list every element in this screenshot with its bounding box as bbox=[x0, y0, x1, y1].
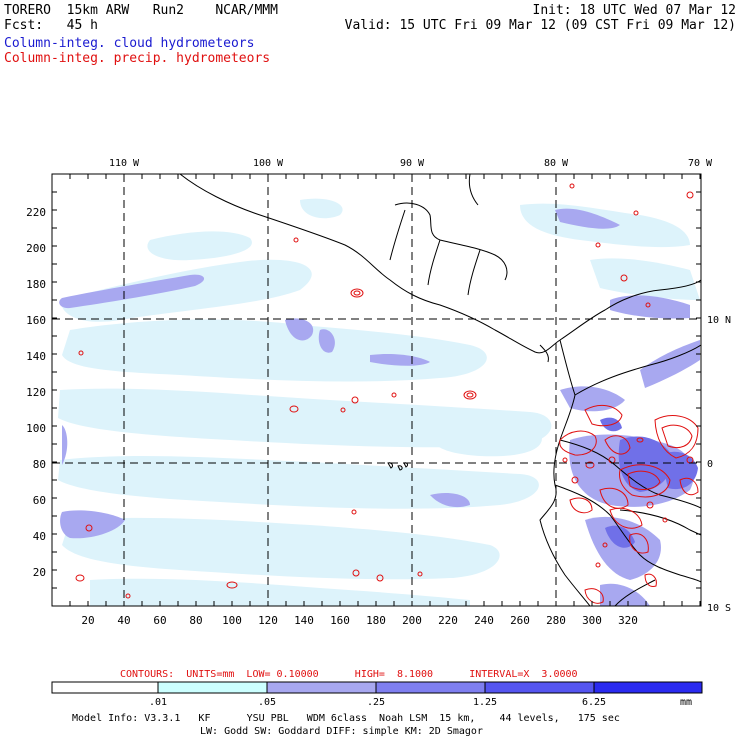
grid-x-label: 60 bbox=[153, 614, 166, 627]
grid-x-label: 280 bbox=[546, 614, 566, 627]
lat-label-0: 0 bbox=[707, 459, 713, 470]
cloud-field-medium bbox=[59, 208, 700, 606]
grid-x-labels: 20 40 60 80 100 120 140 160 180 200 220 … bbox=[81, 614, 638, 627]
grid-y-label: 180 bbox=[26, 278, 46, 291]
grid-x-label: 200 bbox=[402, 614, 422, 627]
colorbar-unit: mm bbox=[680, 697, 692, 708]
lon-label-100w: 100 W bbox=[253, 158, 284, 169]
grid-y-label: 200 bbox=[26, 242, 46, 255]
model-info-line2: LW: Godd SW: Goddard DIFF: simple KM: 2D… bbox=[200, 726, 483, 737]
coastlines bbox=[179, 174, 701, 606]
lon-label-90w: 90 W bbox=[400, 158, 425, 169]
lon-label-70w: 70 W bbox=[688, 158, 713, 169]
map-plot-area bbox=[52, 174, 701, 606]
colorbar: .01 .05 .25 1.25 6.25 mm bbox=[51, 681, 703, 708]
colorbar-tick-label: 6.25 bbox=[582, 697, 606, 708]
field-precip-label: Column-integ. precip. hydrometeors bbox=[4, 51, 271, 66]
colorbar-tick-label: .05 bbox=[258, 697, 276, 708]
lon-label-110w: 110 W bbox=[109, 158, 140, 169]
grid-x-label: 260 bbox=[510, 614, 530, 627]
lat-label-10s: 10 S bbox=[707, 603, 731, 614]
grid-y-label: 160 bbox=[26, 314, 46, 327]
grid-x-label: 40 bbox=[117, 614, 130, 627]
model-info-line1: Model Info: V3.3.1 KF YSU PBL WDM 6class… bbox=[72, 713, 620, 724]
lat-label-10n: 10 N bbox=[707, 315, 731, 326]
axis-ticks bbox=[51, 173, 701, 607]
colorbar-tick-label: 1.25 bbox=[473, 697, 497, 708]
colorbar-bin-1 bbox=[158, 682, 267, 693]
grid-x-label: 20 bbox=[81, 614, 94, 627]
lat-labels: 10 N 0 10 S bbox=[707, 315, 731, 614]
colorbar-bin-4 bbox=[485, 682, 594, 693]
colorbar-bin-2 bbox=[267, 682, 376, 693]
grid-y-label: 120 bbox=[26, 386, 46, 399]
lon-label-80w: 80 W bbox=[544, 158, 569, 169]
grid-y-label: 140 bbox=[26, 350, 46, 363]
colorbar-frame bbox=[51, 681, 703, 694]
grid-x-label: 140 bbox=[294, 614, 314, 627]
grid-x-label: 100 bbox=[222, 614, 242, 627]
init-time: Init: 18 UTC Wed 07 Mar 12 bbox=[532, 3, 737, 18]
grid-y-label: 220 bbox=[26, 206, 46, 219]
model-run-title: TORERO 15km ARW Run2 NCAR/MMM bbox=[4, 3, 278, 18]
grid-y-label: 60 bbox=[33, 494, 46, 507]
grid-y-label: 20 bbox=[33, 566, 46, 579]
grid-x-label: 80 bbox=[189, 614, 202, 627]
grid-x-label: 120 bbox=[258, 614, 278, 627]
contours-info: CONTOURS: UNITS=mm LOW= 0.10000 HIGH= 8.… bbox=[120, 669, 578, 680]
graticule bbox=[52, 174, 701, 606]
grid-y-label: 80 bbox=[33, 458, 46, 471]
grid-y-label: 100 bbox=[26, 422, 46, 435]
grid-x-label: 320 bbox=[618, 614, 638, 627]
grid-x-label: 160 bbox=[330, 614, 350, 627]
grid-x-label: 220 bbox=[438, 614, 458, 627]
grid-x-label: 300 bbox=[582, 614, 602, 627]
colorbar-bin-0 bbox=[52, 682, 158, 693]
lon-labels: 110 W 100 W 90 W 80 W 70 W bbox=[109, 158, 713, 169]
precip-contours bbox=[75, 183, 699, 604]
field-cloud-label: Column-integ. cloud hydrometeors bbox=[4, 36, 255, 51]
valid-time: Valid: 15 UTC Fri 09 Mar 12 (09 CST Fri … bbox=[344, 18, 736, 33]
cloud-field-light bbox=[58, 198, 700, 606]
grid-x-label: 180 bbox=[366, 614, 386, 627]
grid-y-labels: 20 40 60 80 100 120 140 160 180 200 220 bbox=[26, 206, 46, 579]
colorbar-bin-3 bbox=[376, 682, 485, 693]
colorbar-tick-label: .01 bbox=[149, 697, 167, 708]
forecast-hour: Fcst: 45 h bbox=[4, 18, 98, 33]
colorbar-tick-label: .25 bbox=[367, 697, 385, 708]
colorbar-bin-5 bbox=[594, 682, 702, 693]
grid-x-label: 240 bbox=[474, 614, 494, 627]
grid-y-label: 40 bbox=[33, 530, 46, 543]
